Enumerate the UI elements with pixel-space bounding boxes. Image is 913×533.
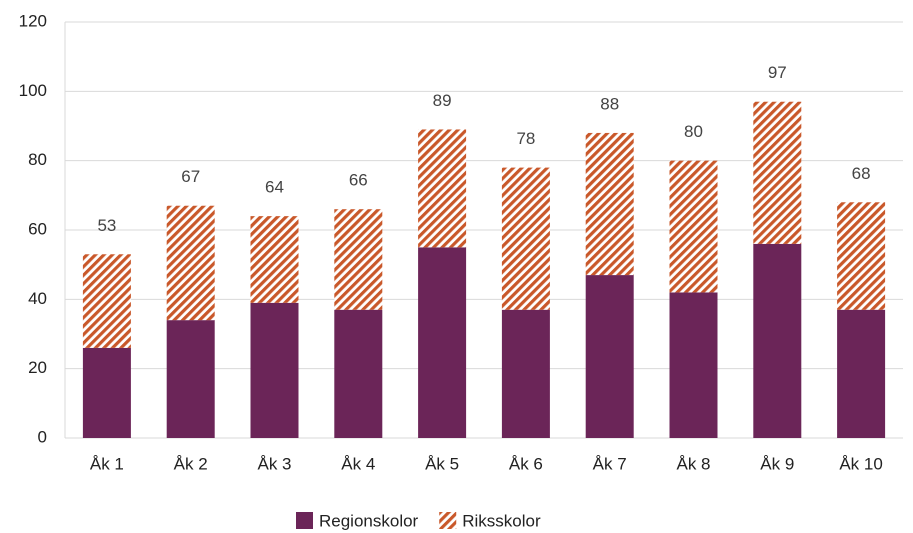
bar-segment bbox=[334, 209, 383, 310]
bar-segment bbox=[501, 167, 550, 310]
total-label: 68 bbox=[852, 164, 871, 183]
bar-segment bbox=[837, 202, 886, 310]
total-label: 89 bbox=[433, 91, 452, 110]
total-label: 53 bbox=[97, 216, 116, 235]
total-label: 66 bbox=[349, 171, 368, 190]
bar-segment bbox=[82, 347, 131, 438]
total-label: 64 bbox=[265, 178, 284, 197]
bar-segment bbox=[753, 243, 802, 438]
bar-segment bbox=[418, 129, 467, 248]
bar-segment bbox=[585, 132, 634, 276]
bar-segment bbox=[82, 254, 131, 348]
x-tick-label: Åk 9 bbox=[760, 454, 794, 473]
bar-segment bbox=[334, 309, 383, 438]
legend-label: Riksskolor bbox=[462, 511, 541, 530]
y-tick-label: 40 bbox=[28, 289, 47, 308]
x-tick-label: Åk 5 bbox=[425, 454, 459, 473]
y-tick-label: 60 bbox=[28, 219, 47, 238]
y-tick-label: 100 bbox=[19, 81, 47, 100]
y-tick-label: 80 bbox=[28, 150, 47, 169]
total-label: 67 bbox=[181, 167, 200, 186]
legend-swatch bbox=[439, 512, 457, 529]
x-tick-label: Åk 3 bbox=[257, 454, 291, 473]
total-label: 97 bbox=[768, 63, 787, 82]
bar-segment bbox=[753, 101, 802, 244]
bar-segment bbox=[166, 320, 215, 438]
bar-segment bbox=[669, 160, 718, 293]
y-tick-label: 0 bbox=[38, 427, 47, 446]
x-tick-label: Åk 8 bbox=[676, 454, 710, 473]
bar-segment bbox=[418, 247, 467, 438]
x-tick-label: Åk 6 bbox=[509, 454, 543, 473]
bar-segment bbox=[837, 309, 886, 438]
legend-label: Regionskolor bbox=[319, 511, 419, 530]
x-tick-label: Åk 1 bbox=[90, 454, 124, 473]
x-tick-label: Åk 2 bbox=[174, 454, 208, 473]
bar-segment bbox=[585, 275, 634, 438]
x-tick-label: Åk 4 bbox=[341, 454, 375, 473]
y-tick-label: 20 bbox=[28, 358, 47, 377]
bar-segment bbox=[166, 205, 215, 321]
x-tick-label: Åk 7 bbox=[593, 454, 627, 473]
bar-segment bbox=[669, 292, 718, 438]
y-tick-label: 120 bbox=[19, 11, 47, 30]
total-label: 88 bbox=[600, 94, 619, 113]
total-label: 80 bbox=[684, 122, 703, 141]
total-label: 78 bbox=[516, 129, 535, 148]
bar-segment bbox=[501, 309, 550, 438]
bar-segment bbox=[250, 216, 299, 303]
x-tick-label: Åk 10 bbox=[839, 454, 882, 473]
legend-swatch bbox=[296, 512, 313, 529]
bar-segment bbox=[250, 302, 299, 438]
